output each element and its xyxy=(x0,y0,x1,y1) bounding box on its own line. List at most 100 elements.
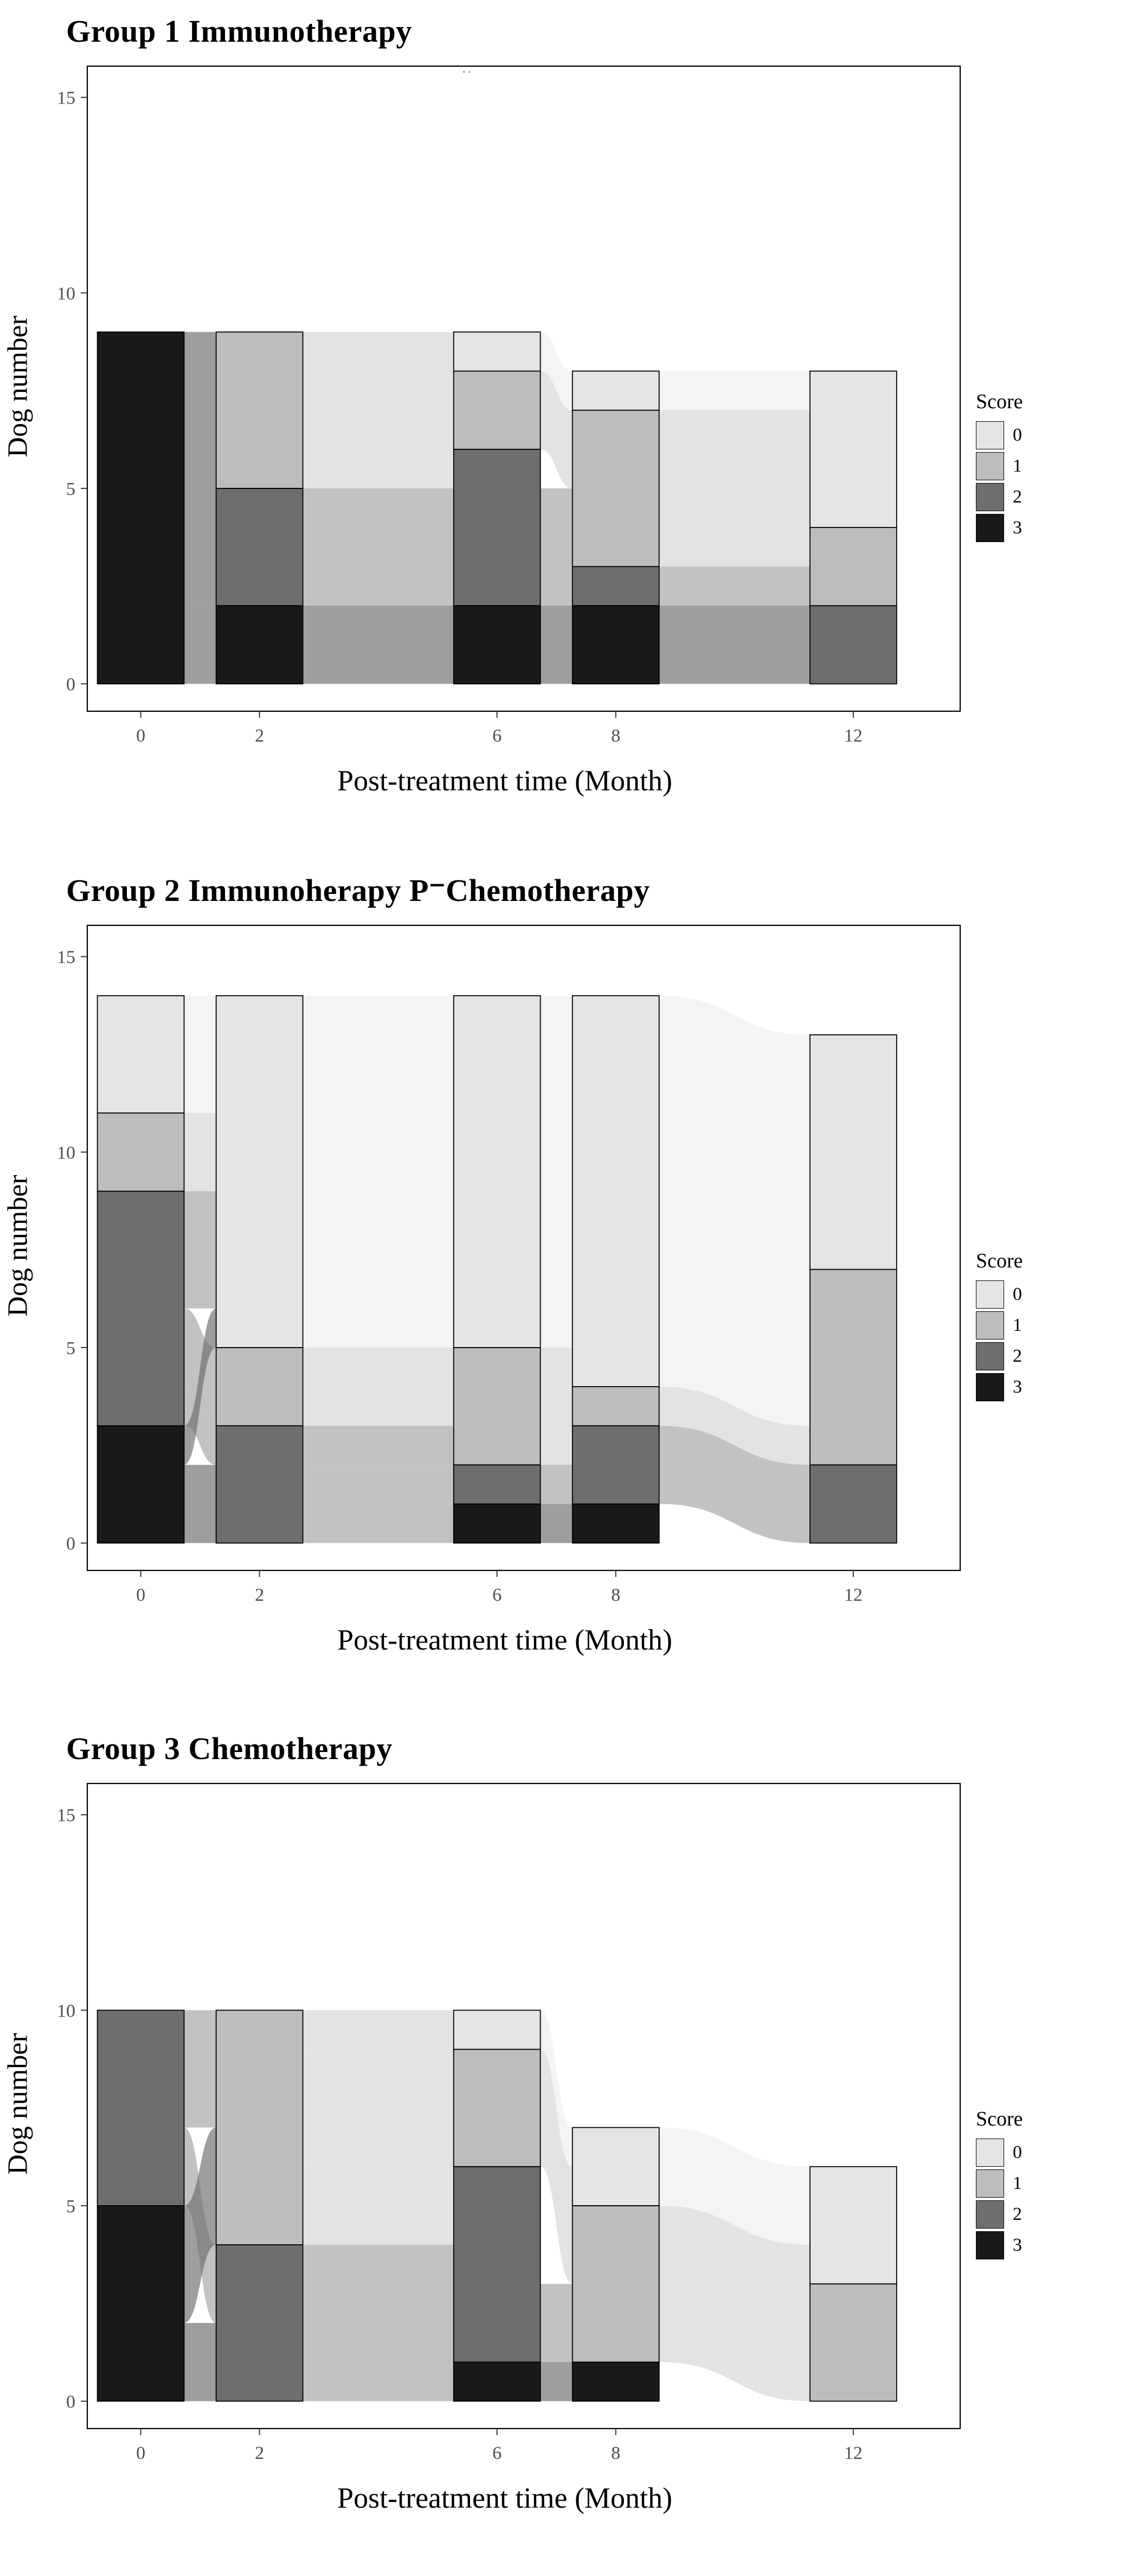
flow-ribbon xyxy=(303,2049,454,2167)
flow-ribbon xyxy=(303,2010,454,2050)
y-tick-label: 15 xyxy=(57,88,75,108)
bar-segment-score-1 xyxy=(453,2049,541,2167)
flow-ribbon xyxy=(303,995,454,1348)
y-tick-label: 5 xyxy=(66,2197,75,2217)
legend-item-score-0: 0 xyxy=(976,2139,1084,2167)
legend-items: 0 1 2 3 xyxy=(976,421,1084,542)
legend-key-swatch xyxy=(976,1280,1004,1309)
bar-segment-score-2 xyxy=(215,2244,304,2402)
bar-segment-score-3 xyxy=(97,1425,185,1544)
legend-item-score-1: 1 xyxy=(976,2169,1084,2198)
bar-segment-score-0 xyxy=(571,2127,660,2206)
x-tick-label: 8 xyxy=(611,726,620,746)
chart-panel-group-2: Group 2 Immunoherapy P⁻Chemotherapy Dog … xyxy=(0,859,1138,1717)
bar-segment-score-1 xyxy=(215,2010,304,2245)
legend-key-swatch xyxy=(976,2231,1004,2259)
y-tick-label: 5 xyxy=(66,1338,75,1358)
bar-segment-score-1 xyxy=(97,1112,185,1192)
flow-ribbon xyxy=(303,371,454,449)
y-tick-label: 0 xyxy=(66,2392,75,2412)
x-tick-label: 0 xyxy=(136,1585,145,1605)
flow-ribbon xyxy=(184,1308,216,1426)
y-tick-label: 10 xyxy=(57,2001,75,2021)
bar-segment-score-1 xyxy=(215,331,304,489)
bar-segment-score-0 xyxy=(453,2010,541,2050)
legend-label: 1 xyxy=(1013,456,1022,476)
bar-segment-score-0 xyxy=(453,331,541,372)
bar-segment-score-2 xyxy=(571,566,660,607)
legend-key-swatch xyxy=(976,2200,1004,2229)
legend-item-score-0: 0 xyxy=(976,421,1084,449)
flow-ribbon xyxy=(540,1504,573,1543)
bar-segment-score-2 xyxy=(571,1425,660,1505)
flow-ribbon xyxy=(303,606,454,684)
legend-label: 2 xyxy=(1013,1346,1022,1366)
legend-item-score-3: 3 xyxy=(976,514,1084,542)
flow-ribbon xyxy=(540,2049,573,2206)
bar-segment-score-2 xyxy=(97,2010,185,2206)
legend-key-swatch xyxy=(976,483,1004,511)
flow-ribbon xyxy=(659,566,810,606)
x-tick-label: 12 xyxy=(844,2443,863,2463)
y-axis-label-column: Dog number xyxy=(0,912,36,1622)
flow-ribbon xyxy=(659,606,810,684)
legend-item-score-2: 2 xyxy=(976,2200,1084,2229)
y-tick-label: 10 xyxy=(57,1143,75,1163)
y-tick-label: 5 xyxy=(66,479,75,499)
x-tick-label: 8 xyxy=(611,1585,620,1605)
alluvial-plot: 0 5 10 15 0 2 6 8 12 xyxy=(57,924,961,1605)
legend-item-score-0: 0 xyxy=(976,1280,1084,1309)
legend-item-score-1: 1 xyxy=(976,1311,1084,1339)
flow-ribbon xyxy=(540,1387,573,1426)
legend-title: Score xyxy=(976,1250,1023,1272)
bar-segment-score-1 xyxy=(453,1347,541,1466)
y-tick-label: 15 xyxy=(57,1806,75,1826)
flow-ribbon xyxy=(659,2127,810,2245)
bar-segment-score-3 xyxy=(571,605,660,685)
flow-ribbon xyxy=(659,1387,810,1465)
flow-ribbon xyxy=(184,332,216,488)
chart-title: Group 2 Immunoherapy P⁻Chemotherapy xyxy=(66,873,650,908)
flow-ribbon xyxy=(540,2010,573,2167)
plot-border xyxy=(86,1782,961,2430)
y-tick-label: 0 xyxy=(66,675,75,695)
x-tick-label: 12 xyxy=(844,726,863,746)
legend-label: 0 xyxy=(1013,1284,1022,1304)
alluvial-plot: 0 5 10 15 0 2 6 8 12 xyxy=(57,65,961,746)
flow-ribbon xyxy=(184,2127,216,2323)
flow-ribbon xyxy=(184,606,216,684)
plot-border xyxy=(86,65,961,712)
flow-ribbon xyxy=(540,332,573,410)
x-tick-label: 6 xyxy=(492,726,502,746)
bar-segment-score-0 xyxy=(215,995,304,1348)
flow-ribbon xyxy=(303,1504,454,1543)
x-tick-label: 12 xyxy=(844,1585,863,1605)
flow-ribbon xyxy=(540,2362,573,2401)
bar-segment-score-0 xyxy=(809,370,897,528)
bar-segment-score-2 xyxy=(453,1464,541,1505)
legend-items: 0 1 2 3 xyxy=(976,2139,1084,2259)
y-tick-label: 10 xyxy=(57,284,75,304)
bar-segment-score-2 xyxy=(453,448,541,607)
x-tick-label: 8 xyxy=(611,2443,620,2463)
x-axis-label: Post-treatment time (Month) xyxy=(337,1624,672,1656)
flow-ribbon xyxy=(659,527,810,567)
y-tick-label: 0 xyxy=(66,1534,75,1554)
bar-segment-score-3 xyxy=(97,331,185,685)
legend-key-swatch xyxy=(976,2169,1004,2198)
flow-ribbon xyxy=(184,1191,216,1309)
bar-segment-score-3 xyxy=(453,1503,541,1544)
bar-segment-score-0 xyxy=(809,2166,897,2285)
bar-segment-score-2 xyxy=(453,2166,541,2363)
legend-key-swatch xyxy=(976,1373,1004,1401)
bar-segment-score-1 xyxy=(571,2205,660,2363)
flow-ribbon xyxy=(184,1387,216,1465)
legend-label: 3 xyxy=(1013,2235,1022,2255)
flow-ribbon xyxy=(184,2323,216,2401)
bar-segment-score-0 xyxy=(571,370,660,411)
legend-label: 2 xyxy=(1013,2204,1022,2224)
flow-ribbon xyxy=(303,488,454,606)
